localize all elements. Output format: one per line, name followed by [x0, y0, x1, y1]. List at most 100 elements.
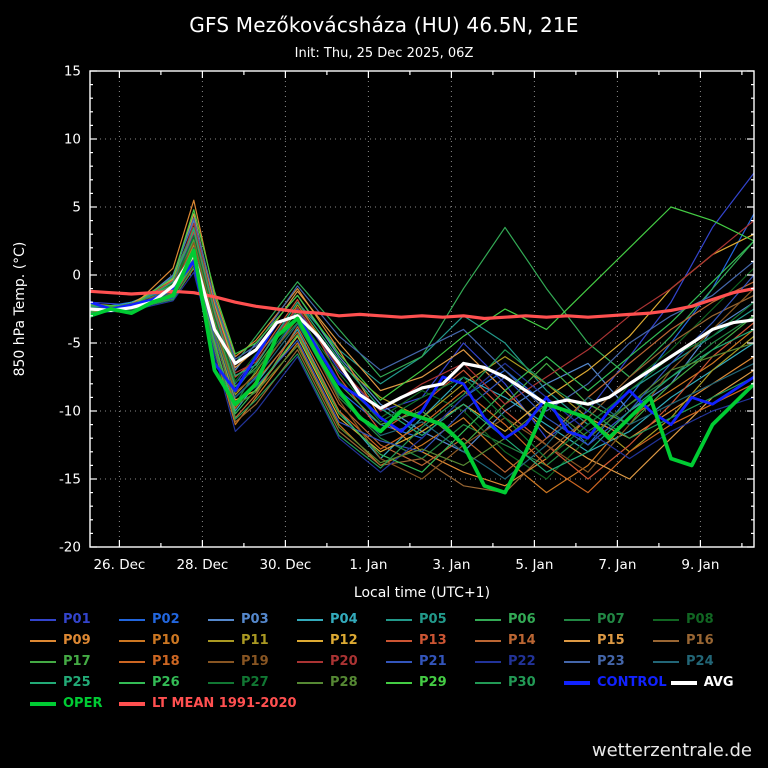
legend-label: P11: [241, 633, 269, 648]
legend-label: P24: [686, 654, 714, 669]
legend-line-swatch: [30, 639, 56, 642]
legend-line-swatch: [30, 618, 56, 621]
legend-label: P27: [241, 675, 269, 690]
legend-row: P17 P18 P19 P20 P21 P22 P23 P24: [30, 651, 768, 672]
legend-label: P08: [686, 612, 714, 627]
axis-labels: 26. Dec 28. Dec 30. Dec 1. Jan 3. Jan 5. Jan 7…: [12, 64, 719, 602]
series-P23: [90, 217, 754, 412]
x-tick-label: 26. Dec: [93, 557, 145, 573]
legend-line-swatch: [564, 618, 590, 621]
legend-label: P15: [597, 633, 625, 648]
legend-item-p29: P29: [386, 675, 475, 690]
x-tick-label: 7. Jan: [598, 557, 636, 573]
legend-label: P23: [597, 654, 625, 669]
legend-line-swatch: [386, 681, 412, 684]
legend-item-p21: P21: [386, 654, 475, 669]
legend-label: P06: [508, 612, 536, 627]
legend-line-swatch: [297, 618, 323, 621]
legend-label: P19: [241, 654, 269, 669]
legend-line-swatch: [564, 639, 590, 642]
legend-row: P25 P26 P27 P28 P29 P30 CONTROL AVG: [30, 672, 768, 693]
legend-item-p14: P14: [475, 633, 564, 648]
legend-line-swatch: [564, 680, 590, 685]
legend-label: P18: [152, 654, 180, 669]
legend-line-swatch: [670, 680, 697, 685]
y-axis-title: 850 hPa Temp. (°C): [12, 242, 28, 377]
legend-line-swatch: [208, 639, 234, 642]
legend-row: OPER LT MEAN 1991-2020: [30, 693, 768, 714]
legend-line-swatch: [475, 618, 501, 621]
legend-label: P21: [419, 654, 447, 669]
legend-label: P03: [241, 612, 269, 627]
legend-item-p04: P04: [297, 612, 386, 627]
legend-item-p16: P16: [653, 633, 742, 648]
legend-label: P13: [419, 633, 447, 648]
legend-line-swatch: [386, 618, 412, 621]
legend-item-p08: P08: [653, 612, 742, 627]
legend-line-swatch: [653, 660, 679, 663]
legend-line-swatch: [119, 618, 145, 621]
legend-label: P04: [330, 612, 358, 627]
legend-label: CONTROL: [597, 675, 667, 690]
legend: P01 P02 P03 P04 P05 P06 P07 P08 P09 P10 P11 P12 P13 P…: [0, 605, 768, 714]
x-axis-title: Local time (UTC+1): [354, 585, 490, 601]
ensemble-plot: 26. Dec 28. Dec 30. Dec 1. Jan 3. Jan 5. Jan 7…: [12, 64, 755, 602]
legend-line-swatch: [475, 639, 501, 642]
series-oper: [90, 248, 754, 495]
legend-label: P28: [330, 675, 358, 690]
legend-line-swatch: [30, 681, 56, 684]
legend-line-swatch: [119, 681, 145, 684]
legend-label: P20: [330, 654, 358, 669]
legend-label: P26: [152, 675, 180, 690]
legend-line-swatch: [208, 681, 234, 684]
x-tick-label: 5. Jan: [515, 557, 553, 573]
x-tick-label: 3. Jan: [432, 557, 470, 573]
series-P22: [90, 271, 754, 473]
legend-label: P30: [508, 675, 536, 690]
series-P24: [90, 247, 754, 480]
legend-line-swatch: [30, 701, 56, 706]
legend-item-p03: P03: [208, 612, 297, 627]
legend-line-swatch: [297, 681, 323, 684]
legend-item-avg: AVG: [670, 675, 760, 690]
legend-label: P01: [63, 612, 91, 627]
series-P18: [90, 252, 754, 494]
legend-item-p07: P07: [564, 612, 653, 627]
legend-item-p27: P27: [208, 675, 297, 690]
legend-line-swatch: [653, 639, 679, 642]
legend-label: P29: [419, 675, 447, 690]
legend-item-p18: P18: [119, 654, 208, 669]
legend-item-p02: P02: [119, 612, 208, 627]
legend-label: P25: [63, 675, 91, 690]
legend-item-p20: P20: [297, 654, 386, 669]
legend-line-swatch: [119, 701, 145, 706]
legend-label: P14: [508, 633, 536, 648]
legend-line-swatch: [119, 660, 145, 663]
legend-line-swatch: [297, 639, 323, 642]
x-tick-label: 9. Jan: [681, 557, 719, 573]
legend-item-p15: P15: [564, 633, 653, 648]
legend-line-swatch: [475, 681, 501, 684]
legend-item-control: CONTROL: [564, 675, 671, 690]
series-P15: [90, 213, 754, 480]
chart-subtitle: Init: Thu, 25 Dec 2025, 06Z: [294, 46, 474, 61]
legend-label: AVG: [703, 675, 734, 690]
watermark: wetterzentrale.de: [591, 740, 752, 761]
plot-frame: [89, 70, 755, 548]
legend-item-p22: P22: [475, 654, 564, 669]
legend-line-swatch: [475, 660, 501, 663]
legend-item-p12: P12: [297, 633, 386, 648]
legend-line-swatch: [297, 660, 323, 663]
legend-item-p24: P24: [653, 654, 742, 669]
legend-item-p28: P28: [297, 675, 386, 690]
legend-item-lt-mean-1991-2020: LT MEAN 1991-2020: [119, 696, 301, 711]
legend-row: P01 P02 P03 P04 P05 P06 P07 P08: [30, 609, 768, 630]
legend-item-p17: P17: [30, 654, 119, 669]
legend-label: P17: [63, 654, 91, 669]
y-tick-label: -10: [59, 404, 81, 420]
legend-item-p09: P09: [30, 633, 119, 648]
legend-line-swatch: [386, 639, 412, 642]
forecast-page: GFS Mezőkovácsháza (HU) 46.5N, 21E Init:…: [0, 13, 768, 761]
legend-item-p26: P26: [119, 675, 208, 690]
chart-title: GFS Mezőkovácsháza (HU) 46.5N, 21E: [189, 13, 579, 37]
